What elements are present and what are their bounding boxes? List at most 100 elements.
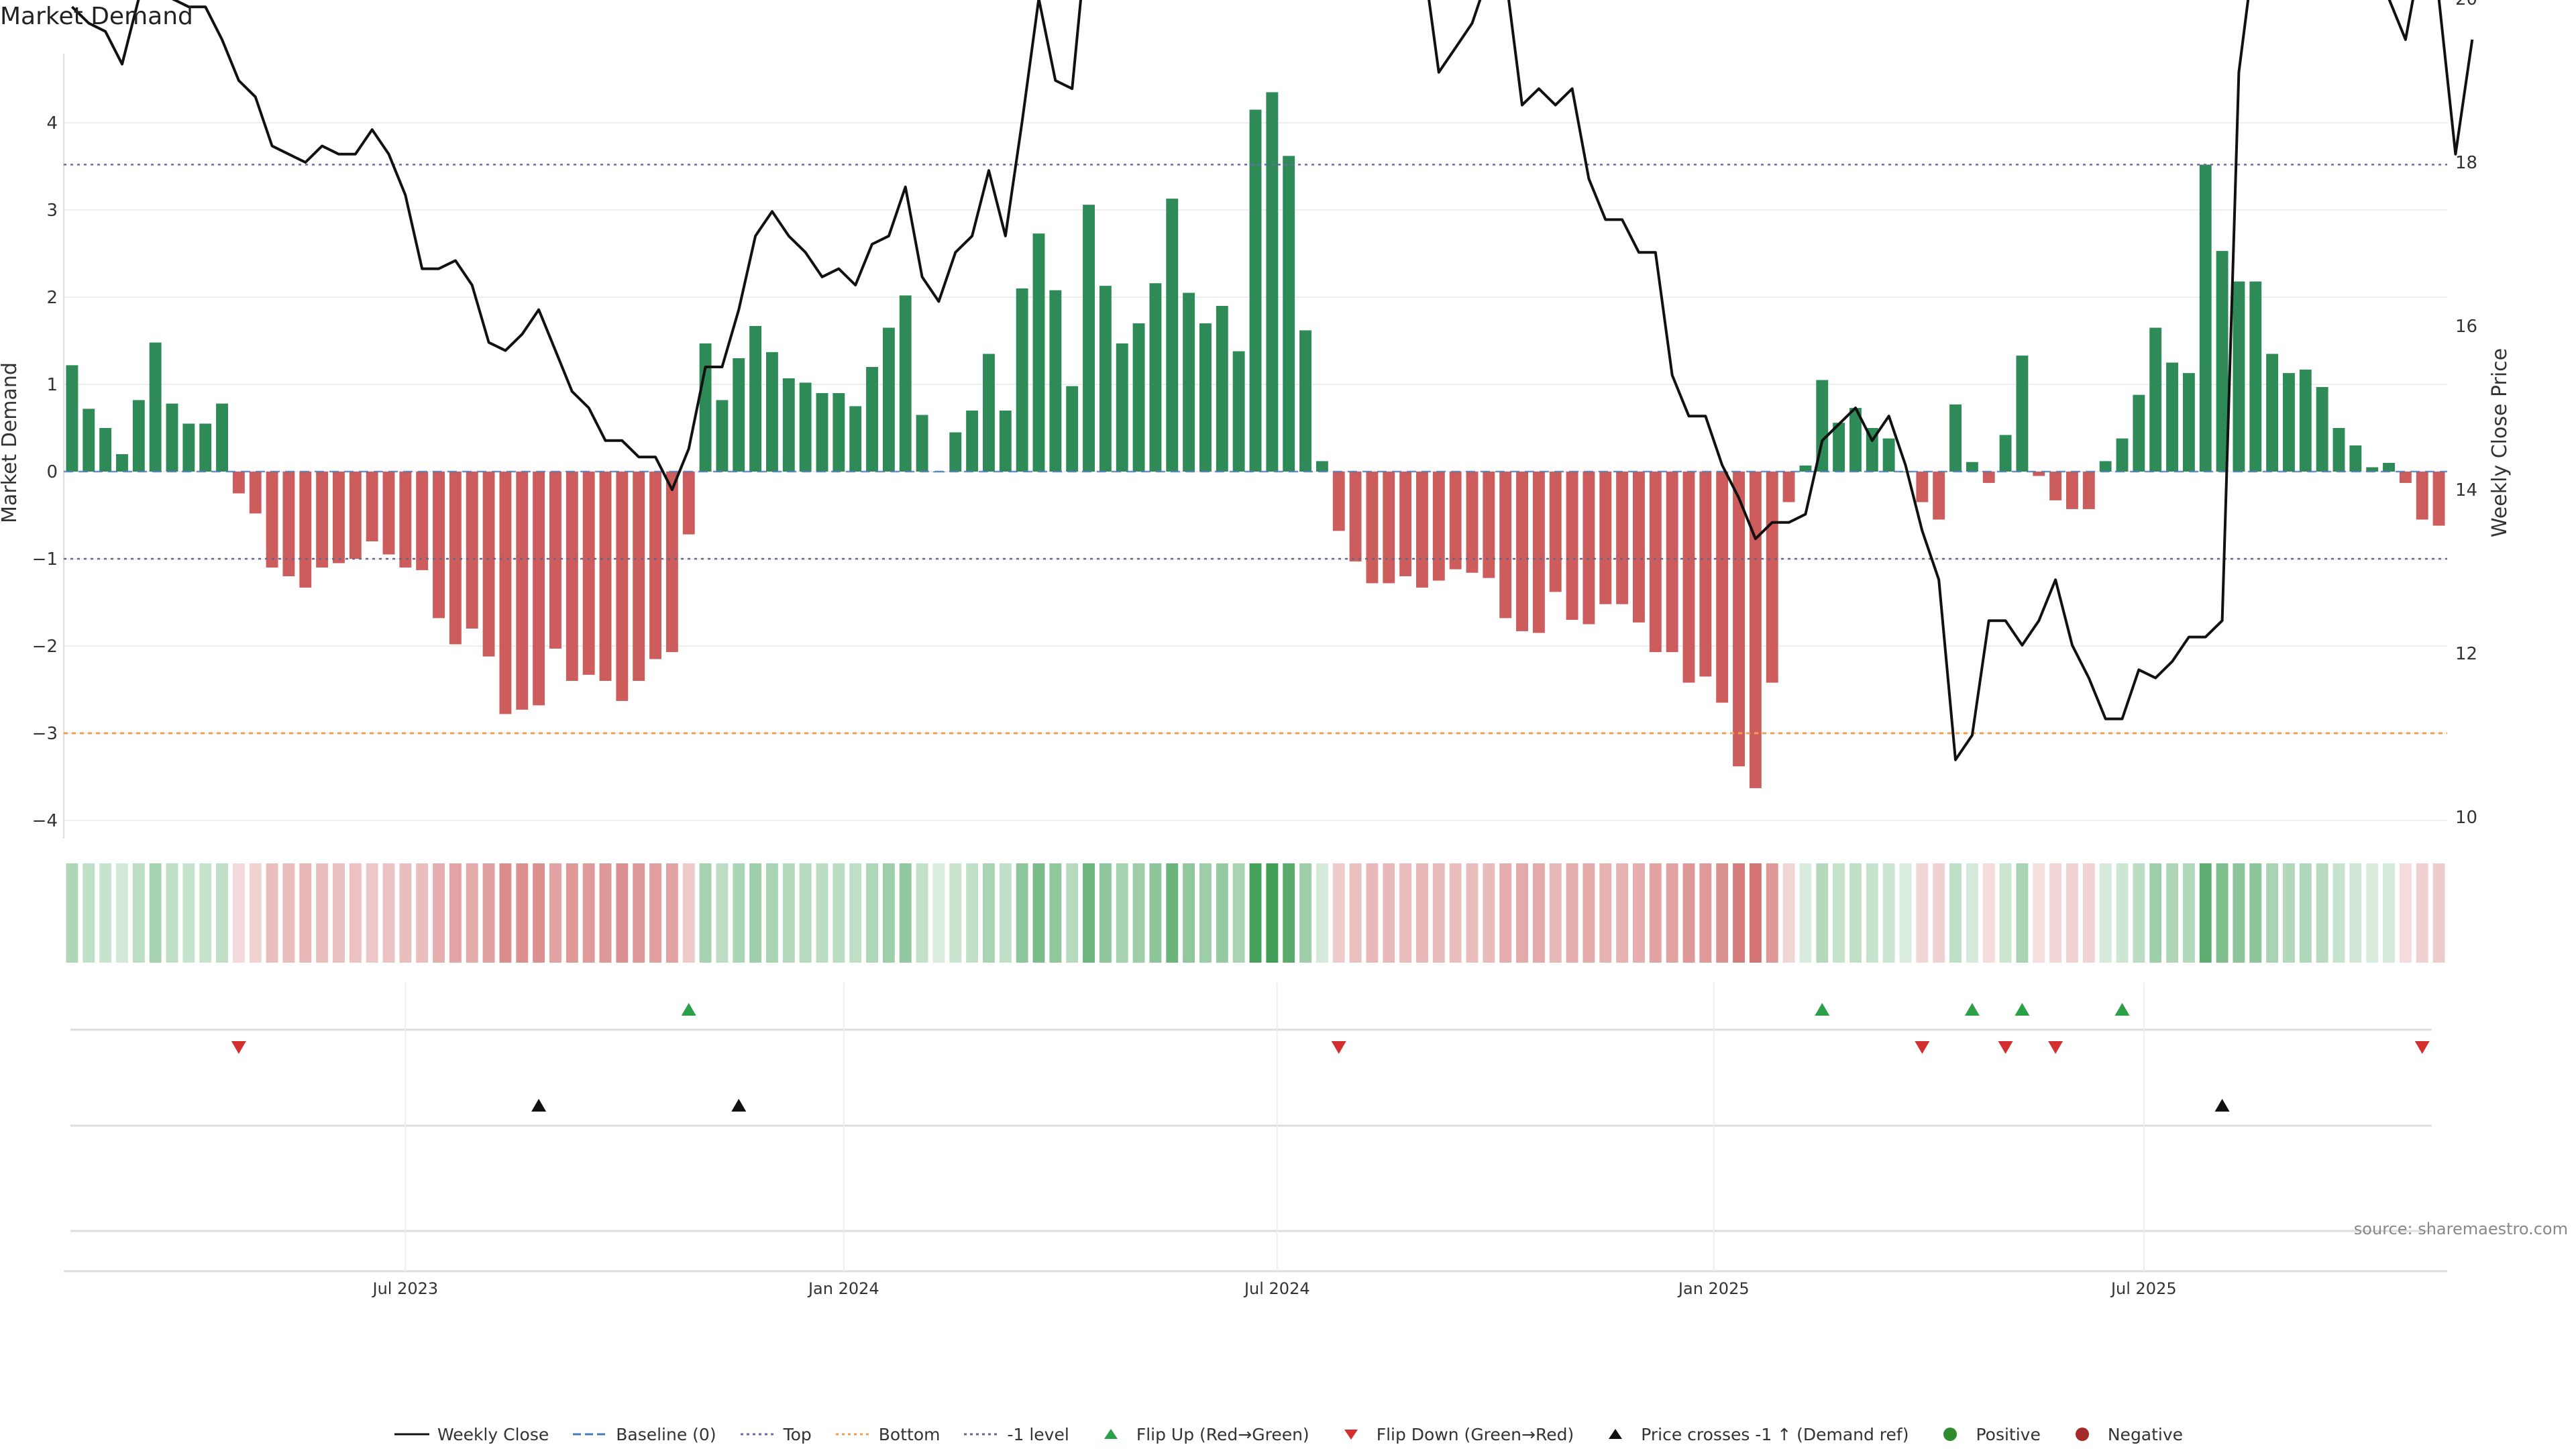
heat-cell (749, 863, 762, 963)
demand-bar (2166, 362, 2178, 472)
heat-cell (799, 863, 812, 963)
demand-bar (1249, 109, 1262, 472)
demand-bar (2299, 369, 2312, 472)
legend-label: Negative (2107, 1424, 2184, 1444)
y2-axis-label: Weekly Close Price (2488, 348, 2512, 537)
heat-cell (882, 863, 895, 963)
heat-cell (1016, 863, 1028, 963)
heat-cell (1933, 863, 1945, 963)
legend-item: Top (739, 1425, 812, 1444)
demand-bar (1483, 472, 1495, 578)
heat-cell (533, 863, 545, 963)
heat-cell (2266, 863, 2279, 963)
flip-down-marker (231, 1041, 246, 1054)
demand-bar (1532, 472, 1545, 633)
legend-swatch (964, 1433, 1000, 1436)
demand-bar (166, 403, 178, 472)
demand-bar (516, 472, 529, 710)
heat-cell (1549, 863, 1562, 963)
demand-bar (633, 472, 645, 681)
demand-bar (1649, 472, 1662, 653)
heat-cell (1116, 863, 1128, 963)
demand-bar (1916, 472, 1929, 502)
heat-cell (1349, 863, 1362, 963)
x-tick-label: Jan 2025 (1677, 1279, 1750, 1298)
demand-bar (2066, 472, 2078, 509)
legend-marker (1104, 1429, 1118, 1439)
legend-swatch (835, 1433, 871, 1436)
demand-bar (1216, 306, 1228, 472)
demand-bar (2366, 467, 2379, 472)
heat-cell (166, 863, 178, 963)
heat-cell (2016, 863, 2029, 963)
heat-cell (916, 863, 928, 963)
demand-bar (199, 423, 212, 472)
y-tick-label: 3 (46, 201, 58, 221)
demand-bar (1416, 472, 1428, 588)
heat-cell (1849, 863, 1862, 963)
demand-bar (1316, 461, 1328, 472)
legend-swatch (1943, 1428, 1957, 1441)
heat-cell (499, 863, 512, 963)
demand-bar (349, 472, 362, 559)
demand-bar (2216, 251, 2229, 472)
demand-bar (1682, 472, 1695, 683)
demand-bar (1833, 423, 1845, 472)
heat-cell (2233, 863, 2245, 963)
flip-up-marker (1815, 1003, 1830, 1016)
demand-bar (1616, 472, 1629, 604)
heat-cell (1416, 863, 1428, 963)
demand-bar (882, 327, 895, 472)
heat-cell (1166, 863, 1179, 963)
demand-bar (2399, 472, 2412, 483)
legend-item: Flip Up (Red→Green) (1092, 1425, 1309, 1444)
x-tick-label: Jul 2023 (372, 1279, 439, 1298)
legend-item: Positive (1931, 1425, 2041, 1444)
heat-cell (1649, 863, 1662, 963)
heat-cell (2432, 863, 2445, 963)
demand-bar (2283, 373, 2295, 472)
heat-cell (1032, 863, 1045, 963)
legend-swatch (1609, 1429, 1623, 1439)
price-cross-marker (731, 1099, 747, 1112)
legend-swatch (394, 1433, 429, 1436)
heat-cell (249, 863, 262, 963)
heat-cell (466, 863, 478, 963)
demand-bar (1283, 156, 1295, 472)
demand-bar (333, 472, 345, 564)
flip-down-marker (1998, 1041, 2013, 1054)
demand-bar (499, 472, 512, 714)
heat-cell (1716, 863, 1729, 963)
legend-swatch (2075, 1428, 2089, 1441)
y-axis-label: Market Demand (0, 362, 21, 523)
demand-bar (2033, 472, 2045, 476)
flip-up-marker (1964, 1003, 1980, 1016)
x-tick-label: Jul 2024 (1243, 1279, 1310, 1298)
demand-bar (1099, 286, 1112, 472)
heat-cell (2399, 863, 2412, 963)
demand-bar (2249, 281, 2262, 472)
flip-down-marker (1331, 1041, 1346, 1054)
y2-tick-label: 16 (2455, 317, 2477, 337)
demand-bar (616, 472, 629, 701)
heat-cell (2332, 863, 2345, 963)
heat-cell (282, 863, 295, 963)
heat-cell (833, 863, 845, 963)
demand-bar (1466, 472, 1479, 573)
demand-bar (733, 358, 745, 472)
demand-bar (1749, 472, 1762, 788)
demand-bar (1766, 472, 1778, 683)
demand-bar (2349, 445, 2362, 472)
demand-bar (2116, 438, 2129, 472)
demand-bar (1549, 472, 1562, 592)
demand-bar (533, 472, 545, 706)
heat-cell (1399, 863, 1412, 963)
flip-down-marker (2414, 1041, 2430, 1054)
demand-bar (2233, 281, 2245, 472)
demand-bar (1399, 472, 1412, 576)
heat-cell (1049, 863, 1062, 963)
heat-cell (1099, 863, 1112, 963)
y2-tick-label: 18 (2455, 153, 2477, 173)
heat-cell (932, 863, 945, 963)
demand-bar (216, 403, 228, 472)
